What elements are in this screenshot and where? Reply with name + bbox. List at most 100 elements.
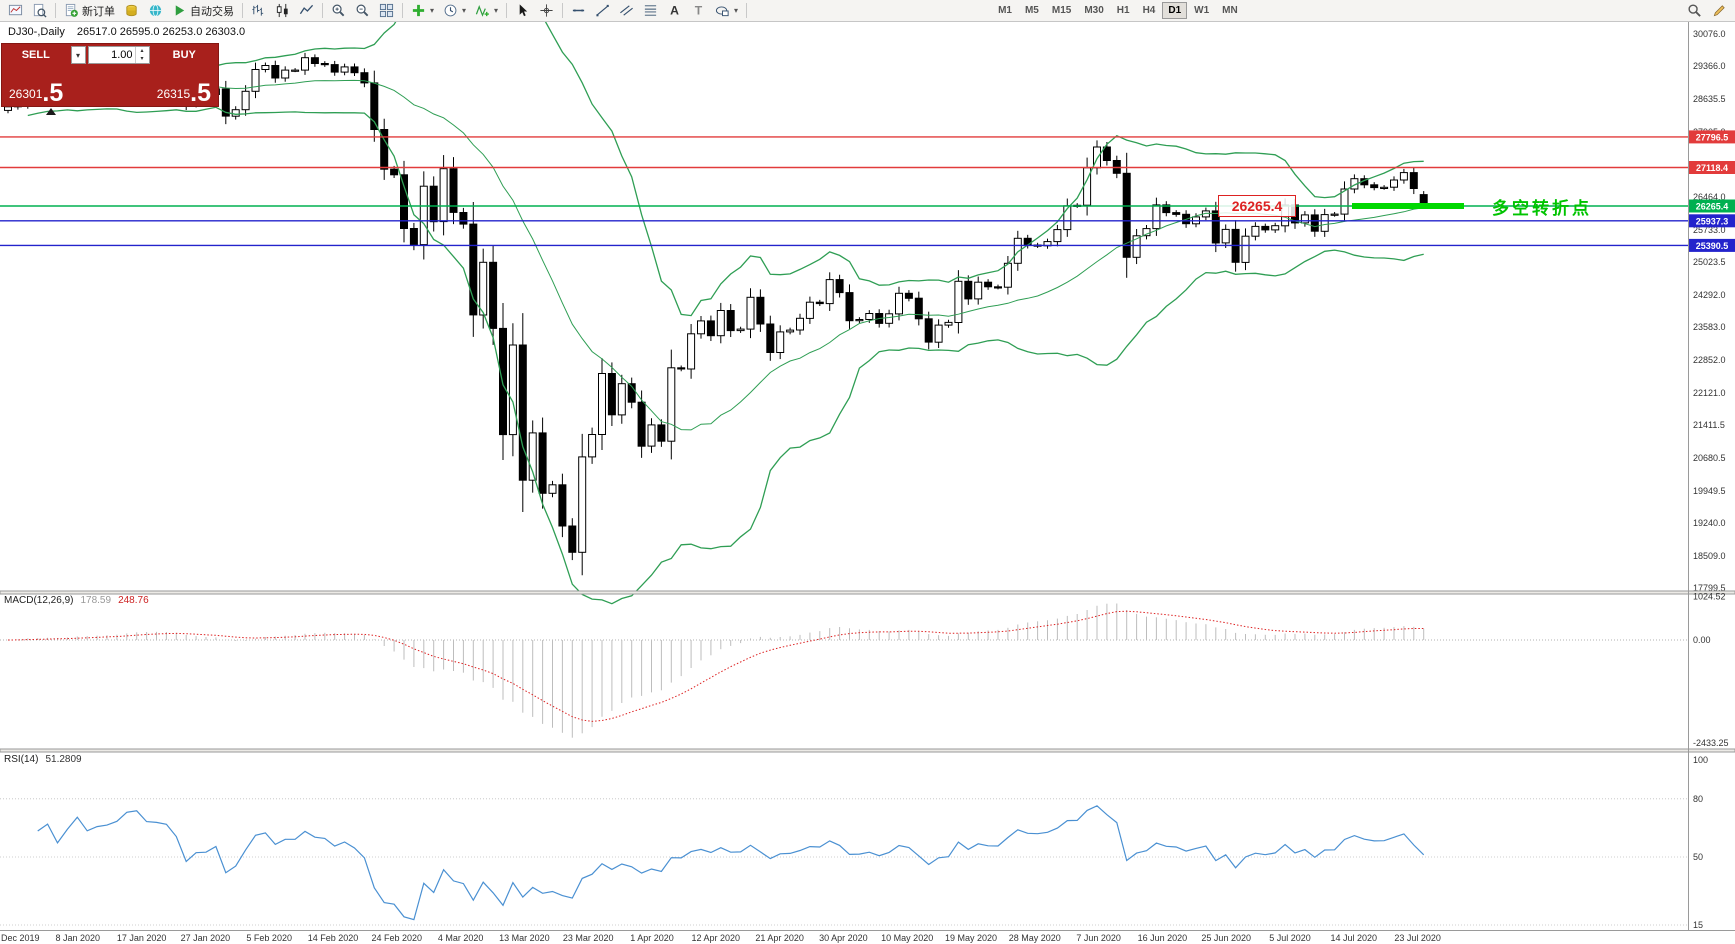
- svg-text:28 May 2020: 28 May 2020: [1009, 933, 1061, 943]
- search-button[interactable]: [1683, 0, 1706, 22]
- community-button[interactable]: [144, 0, 167, 22]
- toolbar-separator: [322, 3, 323, 18]
- time-period-button[interactable]: ▾: [439, 0, 470, 22]
- horizontal-line-icon: [571, 3, 586, 18]
- crosshair-button[interactable]: [535, 0, 558, 22]
- trendline-icon: [595, 3, 610, 18]
- autotrading-button[interactable]: 自动交易: [168, 0, 238, 22]
- cursor-button[interactable]: [511, 0, 534, 22]
- text-label-icon: T: [691, 3, 706, 18]
- macd-signal-value: 248.76: [118, 595, 149, 606]
- new-order-label: 新订单: [82, 5, 115, 18]
- svg-text:29366.0: 29366.0: [1693, 61, 1726, 71]
- time-period-icon: [443, 3, 458, 18]
- new-order-button[interactable]: 新订单: [60, 0, 119, 22]
- sell-button[interactable]: SELL: [21, 49, 50, 61]
- text-icon: A: [667, 3, 682, 18]
- toolbar-separator: [506, 3, 508, 18]
- tf-button-w1[interactable]: W1: [1194, 5, 1210, 16]
- tile-windows-button[interactable]: [375, 0, 398, 22]
- chevron-down-icon: ▾: [75, 50, 80, 60]
- trendline-button[interactable]: [591, 0, 614, 22]
- svg-text:25390.5: 25390.5: [1696, 241, 1729, 251]
- toolbar-separator: [242, 3, 243, 18]
- svg-text:4 Mar 2020: 4 Mar 2020: [438, 933, 484, 943]
- quick-edit-button[interactable]: [1708, 0, 1731, 22]
- volume-dropdown[interactable]: ▾: [70, 46, 86, 64]
- price-annotation-box: 26265.4: [1218, 195, 1296, 217]
- volume-input[interactable]: [88, 47, 135, 63]
- data-preview-button[interactable]: [28, 0, 51, 22]
- svg-text:14 Jul 2020: 14 Jul 2020: [1331, 933, 1378, 943]
- chart-window-button[interactable]: [4, 0, 27, 22]
- line-chart-button[interactable]: [295, 0, 318, 22]
- svg-text:26464.0: 26464.0: [1693, 192, 1726, 202]
- volume-field: ▴ ▾: [87, 46, 150, 64]
- candlestick-chart-button[interactable]: [271, 0, 294, 22]
- svg-text:-2433.25: -2433.25: [1693, 738, 1729, 748]
- chevron-down-icon: ▾: [462, 6, 467, 15]
- svg-text:22121.0: 22121.0: [1693, 388, 1726, 398]
- one-click-trading-panel: SELL ▾ ▴ ▾ BUY 26301.5 26315.5: [2, 44, 218, 106]
- macd-window-label: MACD(12,26,9) 178.59 248.76: [4, 595, 149, 606]
- bar-chart-button[interactable]: [247, 0, 270, 22]
- community-icon: [148, 3, 163, 18]
- indicators-icon: [475, 3, 490, 18]
- svg-text:19 May 2020: 19 May 2020: [945, 933, 997, 943]
- zoom-out-button[interactable]: [351, 0, 374, 22]
- crosshair-icon: [539, 3, 554, 18]
- tf-button-d1[interactable]: D1: [1162, 2, 1188, 19]
- buy-price[interactable]: 26315.5: [156, 79, 211, 107]
- chart-window-icon: [8, 3, 23, 18]
- rsi-window-label: RSI(14) 51.2809: [4, 754, 82, 765]
- buy-price-pips: .5: [190, 79, 211, 107]
- turning-point-label: 多空转折点: [1492, 199, 1592, 218]
- chevron-down-icon: ▾: [734, 6, 739, 15]
- svg-text:12 Apr 2020: 12 Apr 2020: [692, 933, 741, 943]
- svg-text:26265.4: 26265.4: [1696, 202, 1729, 212]
- panel-collapse-icon[interactable]: [46, 108, 56, 115]
- buy-price-main: 26315: [156, 87, 191, 101]
- rsi-value: 51.2809: [45, 754, 82, 765]
- indicators-button[interactable]: ▾: [471, 0, 502, 22]
- fibonacci-button[interactable]: [639, 0, 662, 22]
- zoom-in-button[interactable]: [327, 0, 350, 22]
- rsi-name: RSI(14): [4, 754, 39, 765]
- svg-text:17 Jan 2020: 17 Jan 2020: [117, 933, 167, 943]
- tf-button-m1[interactable]: M1: [998, 5, 1012, 16]
- svg-text:1 Apr 2020: 1 Apr 2020: [630, 933, 674, 943]
- tf-button-m30[interactable]: M30: [1084, 5, 1104, 16]
- svg-text:24 Feb 2020: 24 Feb 2020: [372, 933, 423, 943]
- horizontal-line-button[interactable]: [567, 0, 590, 22]
- shapes-button[interactable]: ▾: [711, 0, 742, 22]
- shapes-icon: [715, 3, 730, 18]
- volume-down-button[interactable]: ▾: [140, 56, 144, 62]
- volume-up-button[interactable]: ▴: [140, 48, 144, 54]
- autotrading-icon: [172, 3, 187, 18]
- svg-text:T: T: [695, 4, 703, 18]
- toolbar-separator: [55, 3, 56, 18]
- equidistant-channel-button[interactable]: [615, 0, 638, 22]
- add-object-button[interactable]: ▾: [407, 0, 438, 22]
- tf-button-m5[interactable]: M5: [1024, 5, 1039, 16]
- svg-text:10 May 2020: 10 May 2020: [881, 933, 933, 943]
- tf-button-mn[interactable]: MN: [1222, 5, 1238, 16]
- svg-text:20680.5: 20680.5: [1693, 453, 1726, 463]
- tf-button-h1[interactable]: H1: [1116, 5, 1130, 16]
- deposit-button[interactable]: [120, 0, 143, 22]
- chart-symbol-period: DJ30-,Daily: [8, 26, 65, 38]
- svg-text:25733.0: 25733.0: [1693, 225, 1726, 235]
- data-preview-icon: [32, 3, 47, 18]
- tf-button-h4[interactable]: H4: [1142, 5, 1156, 16]
- sell-price[interactable]: 26301.5: [9, 81, 63, 106]
- line-chart-icon: [299, 3, 314, 18]
- svg-text:5 Jul 2020: 5 Jul 2020: [1269, 933, 1311, 943]
- chart-ohlc: 26517.0 26595.0 26253.0 26303.0: [76, 26, 246, 38]
- svg-text:30 Apr 2020: 30 Apr 2020: [819, 933, 868, 943]
- text-label-button[interactable]: T: [687, 0, 710, 22]
- buy-button[interactable]: BUY: [172, 49, 196, 61]
- text-button[interactable]: A: [663, 0, 686, 22]
- tf-button-m15[interactable]: M15: [1051, 5, 1072, 16]
- zoom-in-icon: [331, 3, 346, 18]
